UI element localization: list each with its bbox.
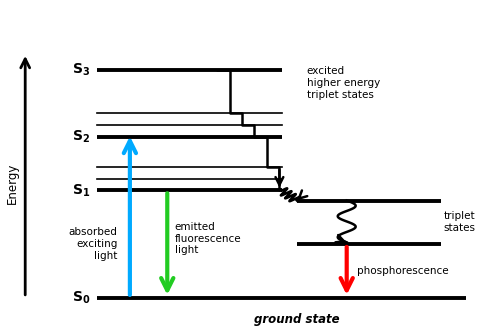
Text: ground state: ground state — [254, 313, 340, 326]
Text: phosphorescence: phosphorescence — [357, 266, 448, 276]
Text: emitted
fluorescence
light: emitted fluorescence light — [175, 222, 241, 255]
Text: excited
higher energy
triplet states: excited higher energy triplet states — [307, 67, 380, 100]
Text: $\mathbf{S_2}$: $\mathbf{S_2}$ — [72, 129, 90, 145]
Text: $\mathbf{S_0}$: $\mathbf{S_0}$ — [72, 290, 90, 306]
Text: triplet
states: triplet states — [444, 212, 476, 233]
Text: absorbed
exciting
light: absorbed exciting light — [69, 227, 117, 261]
Text: Energy: Energy — [6, 163, 19, 205]
Text: $\mathbf{S_1}$: $\mathbf{S_1}$ — [72, 182, 90, 199]
Text: $\mathbf{S_3}$: $\mathbf{S_3}$ — [72, 62, 90, 78]
